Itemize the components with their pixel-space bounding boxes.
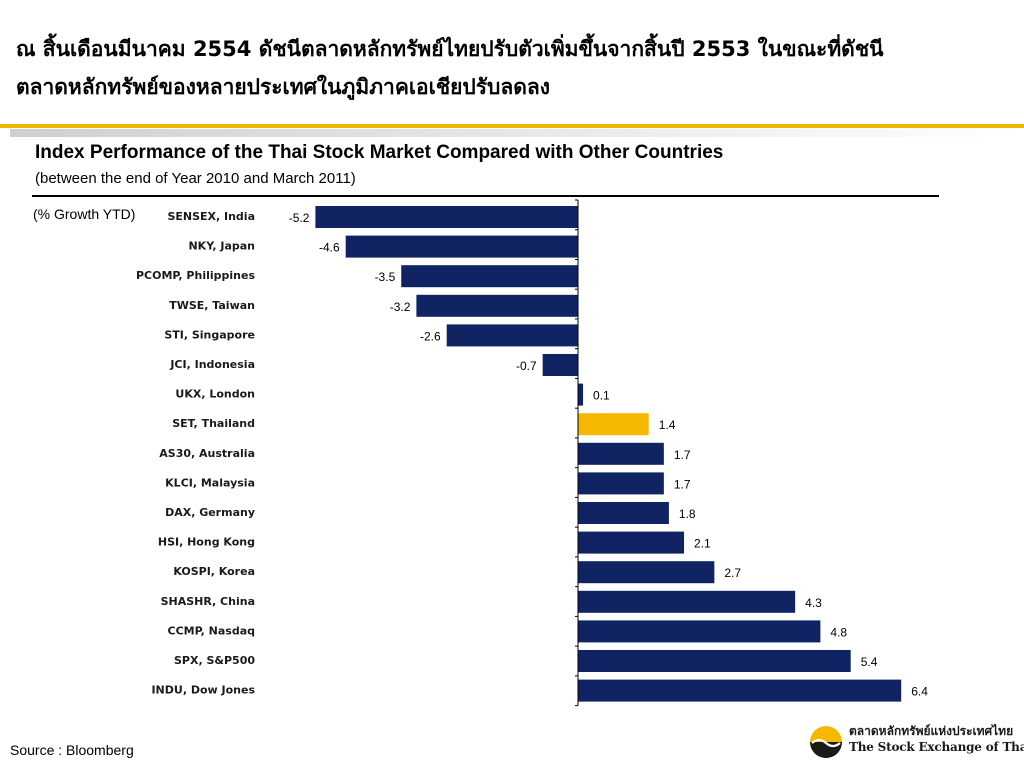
category-label: TWSE, Taiwan: [169, 299, 255, 312]
value-label: -0.7: [516, 359, 537, 373]
category-label: DAX, Germany: [165, 506, 255, 519]
value-label: -3.2: [390, 300, 411, 314]
bar-sti-singapore: [446, 324, 578, 347]
bar-klci-malaysia: [578, 472, 664, 495]
chart-subtitle: (between the end of Year 2010 and March …: [35, 170, 356, 187]
bar-nky-japan: [345, 235, 578, 258]
chart-title-rule: [32, 195, 939, 197]
value-label: 0.1: [593, 389, 610, 403]
category-label: SET, Thailand: [172, 417, 255, 430]
value-label: -2.6: [420, 329, 441, 343]
bar-indu-dow-jones: [578, 679, 902, 702]
header-grey-shadow: [10, 129, 1024, 137]
bar-sensex-india: [315, 206, 578, 228]
value-label: -4.6: [319, 241, 340, 255]
category-label: KLCI, Malaysia: [165, 476, 255, 489]
value-label: 5.4: [861, 655, 878, 669]
set-logo: ตลาดหลักทรัพย์แห่งประเทศไทย The Stock Ex…: [808, 722, 1024, 762]
slide-header: ณ สิ้นเดือนมีนาคม 2554 ดัชนีตลาดหลักทรัพ…: [16, 37, 884, 99]
bar-spx-s-p500: [578, 650, 851, 672]
bar-ccmp-nasdaq: [578, 620, 821, 643]
value-label: 4.3: [805, 596, 822, 610]
value-label: 1.4: [659, 418, 676, 432]
header-gold-rule: [0, 124, 1024, 128]
category-label: UKX, London: [175, 388, 255, 401]
category-label: KOSPI, Korea: [173, 565, 255, 578]
category-label: SPX, S&P500: [174, 654, 255, 667]
category-label: CCMP, Nasdaq: [168, 624, 256, 637]
value-label: -5.2: [289, 211, 310, 225]
category-label: SHASHR, China: [161, 595, 255, 608]
logo-text-thai: ตลาดหลักทรัพย์แห่งประเทศไทย: [849, 724, 1014, 738]
value-label: 2.7: [724, 566, 741, 580]
value-label: 2.1: [694, 537, 711, 551]
bar-hsi-hong-kong: [578, 531, 685, 554]
unit-label: (% Growth YTD): [33, 206, 136, 222]
value-label: 1.7: [674, 477, 691, 491]
category-label: HSI, Hong Kong: [158, 536, 255, 549]
bar-pcomp-philippines: [401, 265, 578, 288]
bar-set-thailand: [578, 413, 649, 436]
bar-dax-germany: [578, 502, 669, 524]
bar-kospi-korea: [578, 561, 715, 584]
value-label: 1.7: [674, 448, 691, 462]
bar-twse-taiwan: [416, 294, 578, 317]
source-note: Source : Bloomberg: [10, 742, 134, 758]
set-logo-icon: [810, 726, 842, 758]
category-label: JCI, Indonesia: [169, 358, 255, 371]
bar-chart: SENSEX, India -5.2 NKY, Japan -4.6 PCOMP, Ph…: [136, 199, 928, 707]
value-label: -3.5: [375, 270, 396, 284]
category-label: AS30, Australia: [159, 447, 255, 460]
category-label: NKY, Japan: [188, 240, 255, 253]
bar-ukx-london: [578, 383, 584, 406]
bar-shashr-china: [578, 590, 796, 613]
category-label: STI, Singapore: [164, 328, 255, 341]
value-label: 1.8: [679, 507, 696, 521]
bar-jci-indonesia: [542, 354, 578, 376]
value-label: 4.8: [830, 625, 847, 639]
logo-text-english: The Stock Exchange of Thailand: [849, 740, 1024, 754]
category-label: INDU, Dow Jones: [151, 684, 255, 697]
chart-title: Index Performance of the Thai Stock Mark…: [35, 142, 724, 163]
category-label: PCOMP, Philippines: [136, 269, 255, 282]
category-label: SENSEX, India: [167, 210, 255, 223]
bar-as30-australia: [578, 442, 664, 465]
value-label: 6.4: [911, 685, 928, 699]
